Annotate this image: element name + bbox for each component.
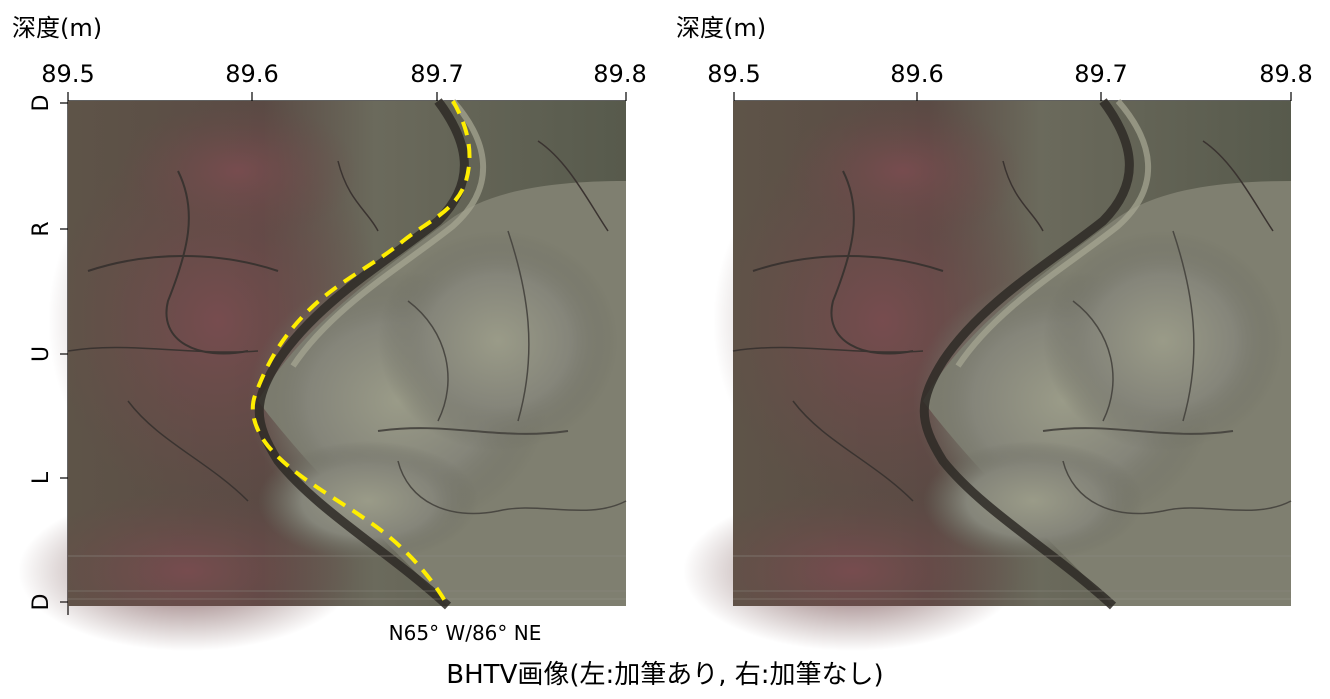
left-panel: 深度(m) 89.5 89.6 89.7 89.8 D R U L [12, 14, 647, 651]
figure-caption: BHTV画像(左:加筆あり, 右:加筆なし) [446, 660, 883, 690]
orientation-label: R [29, 221, 54, 236]
fracture-trace-dashed [250, 100, 472, 607]
right-panel: 深度(m) 89.5 89.6 89.7 89.8 [676, 14, 1313, 651]
orientation-label: L [29, 471, 54, 484]
fracture-orientation-note: N65° W/86° NE [389, 621, 542, 645]
left-tick-label: 89.8 [593, 60, 646, 88]
left-depth-axis [67, 92, 627, 102]
right-bhtv-image [683, 101, 1291, 651]
left-bhtv-image [18, 101, 626, 651]
left-tick-label: 89.7 [410, 60, 463, 88]
left-tick-labels: 89.5 89.6 89.7 89.8 [41, 60, 646, 88]
orientation-label: U [29, 346, 54, 362]
right-depth-axis [733, 92, 1292, 102]
right-tick-label: 89.5 [707, 60, 760, 88]
left-depth-label: 深度(m) [12, 14, 102, 42]
left-tick-label: 89.6 [225, 60, 278, 88]
right-tick-label: 89.7 [1074, 60, 1127, 88]
right-tick-label: 89.6 [890, 60, 943, 88]
orientation-label: D [29, 95, 54, 112]
right-tick-labels: 89.5 89.6 89.7 89.8 [707, 60, 1312, 88]
left-tick-label: 89.5 [41, 60, 94, 88]
right-depth-label: 深度(m) [676, 14, 766, 42]
right-tick-label: 89.8 [1259, 60, 1312, 88]
